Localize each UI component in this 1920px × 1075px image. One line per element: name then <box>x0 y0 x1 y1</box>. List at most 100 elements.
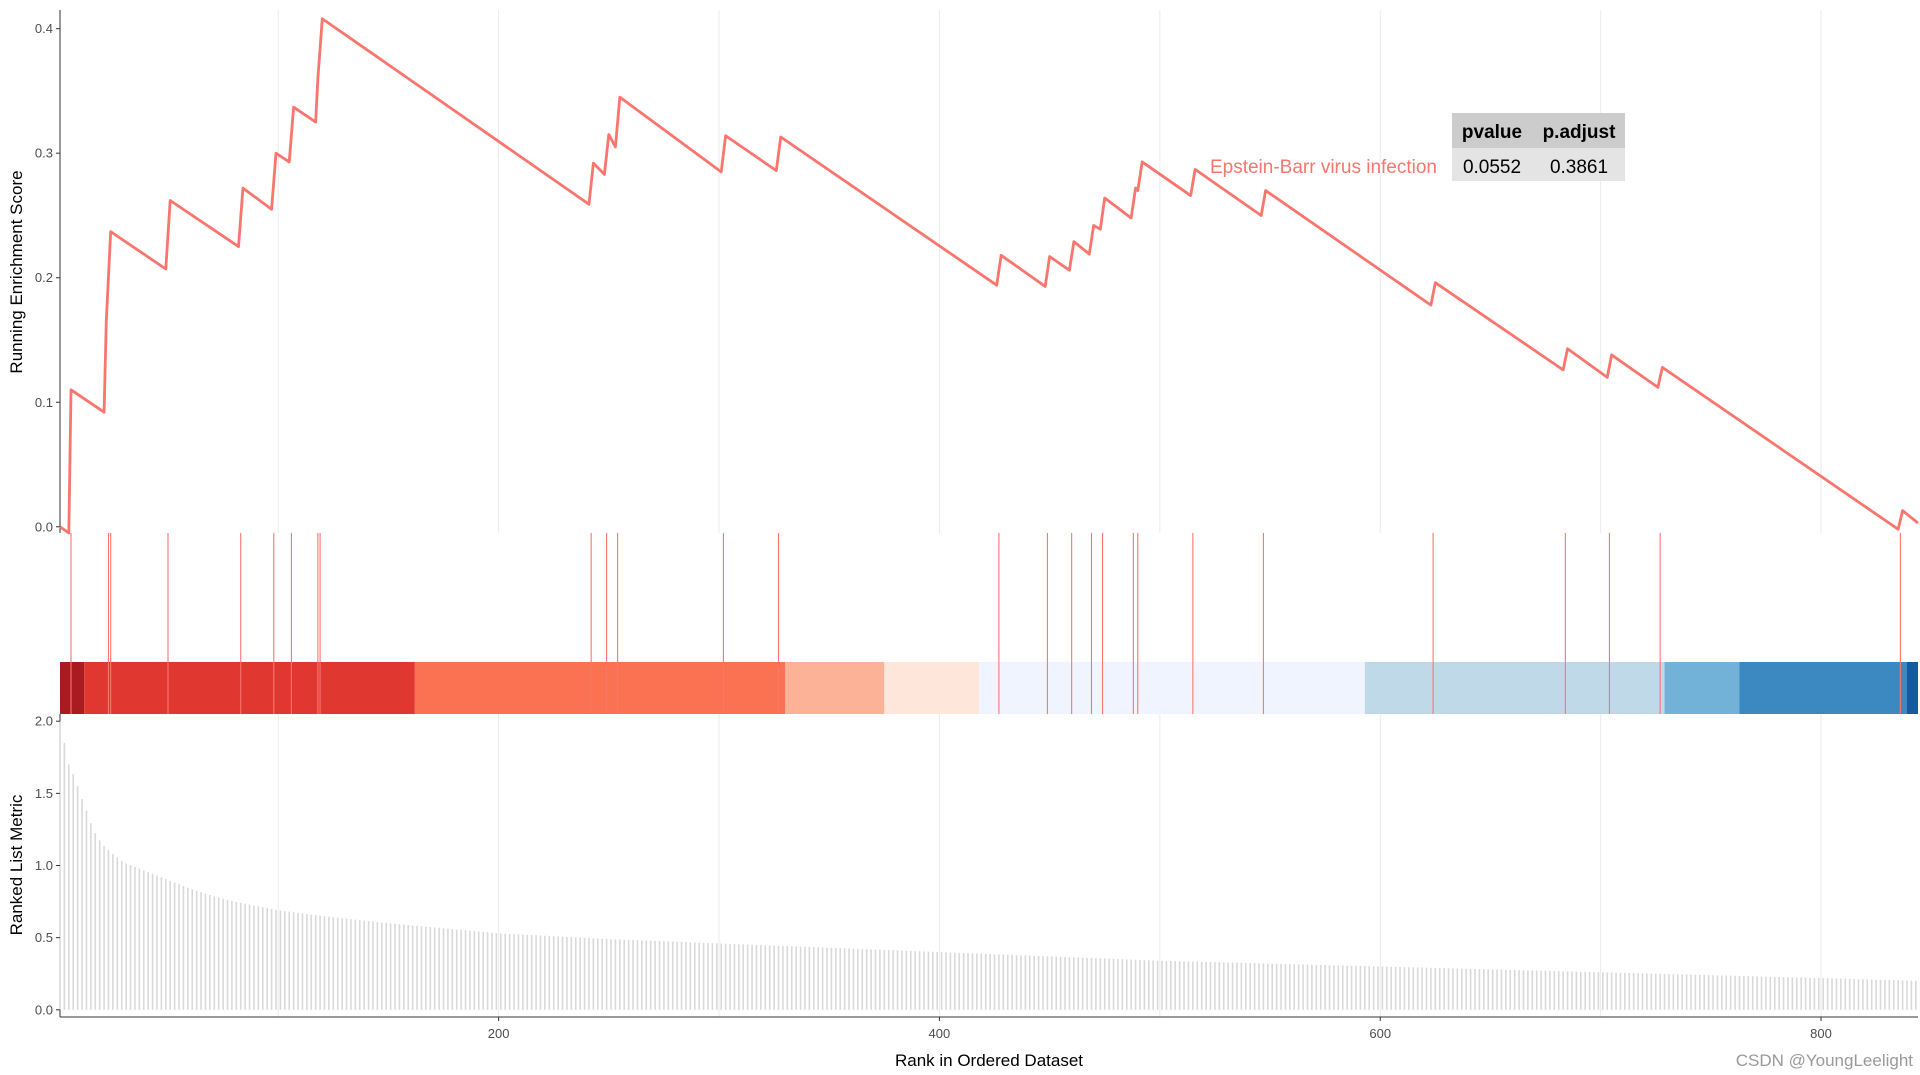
ranked-metric-bar <box>1143 960 1146 1010</box>
ranked-metric-bar <box>566 936 568 1010</box>
ranked-metric-bar <box>358 920 361 1010</box>
ranked-metric-bar <box>1077 957 1080 1010</box>
ranked-metric-bar <box>1227 962 1229 1010</box>
ranked-metric-bar <box>341 918 343 1010</box>
ranked-metric-bar <box>1430 967 1432 1010</box>
ranked-metric-bar <box>1328 965 1331 1010</box>
ranked-metric-bar <box>596 938 599 1010</box>
ranked-metric-bar <box>187 887 189 1010</box>
ranked-metric-bar <box>1099 958 1102 1010</box>
ranked-metric-bar <box>1280 963 1282 1010</box>
ranked-metric-bar <box>403 924 405 1010</box>
ranked-metric-bar <box>1011 954 1013 1010</box>
ranked-metric-bar <box>1447 968 1450 1010</box>
ranked-metric-bar <box>857 948 859 1010</box>
ranked-metric-bar <box>1544 970 1547 1010</box>
ranked-metric-bar <box>777 945 780 1010</box>
x-tick-label: 800 <box>1810 1026 1832 1041</box>
ranked-metric-bar <box>817 947 819 1010</box>
ranked-metric-bar <box>1804 977 1807 1010</box>
ranked-metric-bar <box>244 903 246 1010</box>
ranked-metric-bar <box>1690 974 1692 1010</box>
ranked-metric-bar <box>526 934 529 1010</box>
ranked-metric-bar <box>1456 968 1459 1010</box>
ranked-metric-bar <box>182 885 185 1010</box>
ranked-metric-bar <box>984 953 987 1010</box>
ranked-metric-bar <box>217 897 220 1010</box>
ranked-metric-bar <box>738 944 740 1010</box>
ranked-metric-bar <box>1716 975 1719 1010</box>
ranked-metric-bar <box>561 936 564 1010</box>
ranked-metric-bar <box>812 947 815 1010</box>
ranked-metric-bar <box>1425 967 1428 1010</box>
ranked-metric-bar <box>768 945 771 1010</box>
ranked-metric-bar <box>1390 966 1393 1010</box>
ranked-metric-bar <box>1253 963 1256 1010</box>
ranked-metric-bar <box>398 924 401 1010</box>
ranked-metric-bar <box>971 953 974 1010</box>
ranked-metric-bar <box>1505 969 1507 1010</box>
ranked-metric-bar <box>1174 961 1177 1010</box>
ranked-metric-bar <box>614 939 617 1010</box>
ranked-metric-bar <box>1474 968 1476 1010</box>
ranked-metric-bar <box>1685 974 1688 1010</box>
ranked-metric-bar <box>605 938 608 1010</box>
ranked-metric-bar <box>332 917 335 1010</box>
ranked-metric-bar <box>1293 964 1296 1010</box>
ranked-metric-bar <box>1584 971 1586 1010</box>
ranked-metric-bar <box>826 947 828 1010</box>
ranked-metric-bar <box>883 949 886 1010</box>
ranked-metric-bar <box>270 908 273 1010</box>
ranked-metric-bar <box>676 941 678 1010</box>
ranked-metric-bar <box>707 942 709 1010</box>
ranked-metric-bar <box>1721 975 1723 1010</box>
running-enrichment-score-line <box>59 17 1919 535</box>
ranked-metric-bar <box>557 936 559 1010</box>
ranked-metric-bar <box>1024 955 1027 1010</box>
ranked-metric-bar <box>1835 978 1838 1010</box>
ranked-metric-bar <box>1108 958 1110 1010</box>
ranked-metric-bar <box>1267 963 1269 1010</box>
ranked-metric-bar <box>1549 970 1551 1010</box>
x-tick-label: 600 <box>1369 1026 1391 1041</box>
ranked-metric-bar <box>1386 966 1388 1010</box>
ranked-metric-bar <box>297 912 299 1010</box>
ranked-metric-bar <box>1152 960 1155 1010</box>
ranked-metric-bar <box>429 927 432 1010</box>
ranked-metric-bar <box>799 946 802 1010</box>
ranked-metric-bar <box>729 943 731 1010</box>
bottom-panel-y-ticks: 0.0 0.5 1.0 1.5 2.0 <box>35 714 60 1017</box>
ranked-metric-bar <box>852 948 855 1010</box>
ranked-metric-bar <box>1394 966 1397 1010</box>
ranked-metric-bar <box>716 943 718 1010</box>
ranked-metric-bar <box>68 764 70 1010</box>
ranked-metric-bar <box>610 939 612 1010</box>
ranked-metric-bar <box>1659 973 1661 1010</box>
ranked-metric-bar <box>1460 968 1463 1010</box>
top-y-tick-label: 0.3 <box>35 146 53 161</box>
ranked-metric-bar <box>1527 970 1529 1010</box>
ranked-metric-bar <box>394 923 396 1010</box>
ranked-metric-bar <box>1615 972 1617 1010</box>
ranked-metric-bar <box>125 863 127 1010</box>
pvalue-value: 0.0552 <box>1463 157 1521 178</box>
ranked-metric-bar <box>1315 964 1318 1010</box>
ranked-metric-bar <box>1743 976 1745 1010</box>
ranked-metric-bar <box>1020 955 1022 1010</box>
ranked-metric-bar <box>830 947 833 1010</box>
ranked-metric-bar <box>663 941 665 1010</box>
ranked-metric-bar <box>1412 967 1415 1010</box>
ranked-metric-bar <box>733 944 736 1010</box>
ranked-metric-bar <box>1619 972 1622 1010</box>
ranked-metric-bar <box>658 941 661 1010</box>
ranked-metric-bar <box>1205 961 1207 1010</box>
ranked-metric-bar <box>632 940 634 1010</box>
ranked-metric-bar <box>385 922 387 1010</box>
ranked-metric-bar <box>1139 959 1141 1010</box>
ranked-metric-bar <box>138 868 141 1010</box>
ranked-metric-bar <box>989 954 991 1010</box>
ranked-metric-bar <box>570 937 573 1010</box>
ranked-metric-bar <box>993 954 996 1010</box>
top-y-tick-label: 0.2 <box>35 270 53 285</box>
ranked-metric-bar <box>1350 965 1353 1010</box>
